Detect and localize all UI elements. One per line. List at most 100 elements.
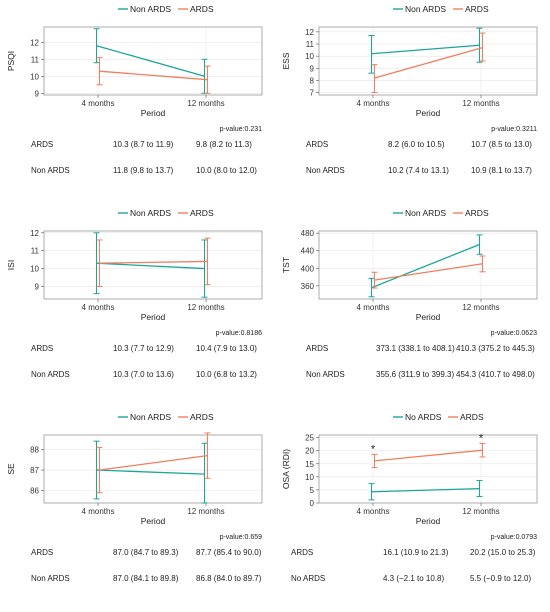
table-row-label: Non ARDS [31, 574, 70, 583]
table-cell: 87.7 (85.4 to 90.0) [196, 548, 261, 557]
x-axis-title: Period [416, 312, 441, 322]
chart-panel-tst: Non ARDS ARDS 360 400 440 480 4 months 12 month… [275, 204, 550, 408]
table-cell: 10.9 (8.1 to 13.7) [471, 166, 532, 175]
legend-label: Non ARDS [130, 208, 171, 218]
y-axis-title: OSA (RDI) [281, 449, 291, 489]
legend-label: ARDS [190, 4, 214, 14]
table-row-label: ARDS [31, 140, 53, 149]
chart-panel-se: Non ARDS ARDS 86 87 88 4 months 12 months Perio… [0, 408, 275, 612]
table-row-label: ARDS [306, 140, 328, 149]
chart-svg: Non ARDS ARDS 7 8 9 10 11 12 4 months 12 months Pe… [275, 0, 550, 120]
table-row-label: Non ARDS [306, 166, 345, 175]
table-cell: 10.2 (7.4 to 13.1) [388, 166, 449, 175]
y-axis-title: ESS [281, 52, 291, 69]
x-tick-label: 12 months [462, 99, 499, 108]
p-value-label: p-value:0.0623 [491, 330, 537, 337]
table-cell: 4.3 (−2.1 to 10.8) [383, 574, 444, 583]
y-tick-label: 11 [306, 40, 315, 49]
chart-panel-psqi: Non ARDS ARDS 9 10 11 12 4 months 12 months Peri… [0, 0, 275, 204]
y-tick-label: 400 [301, 264, 315, 273]
x-tick-label: 12 months [187, 99, 224, 108]
x-tick-label: 4 months [357, 99, 390, 108]
significance-mark: * [371, 443, 376, 455]
y-axis-title: SE [6, 463, 16, 475]
legend-label: ARDS [460, 412, 484, 422]
series-line [375, 264, 483, 280]
series-line [100, 456, 208, 470]
y-tick-label: 10 [30, 72, 39, 81]
table-cell: 10.4 (7.9 to 13.0) [196, 344, 257, 353]
y-tick-label: 480 [301, 229, 315, 238]
chart-panel-isi: Non ARDS ARDS 9 10 11 12 4 months 12 months Peri… [0, 204, 275, 408]
table-row-label: ARDS [31, 344, 53, 353]
x-tick-label: 12 months [462, 507, 499, 516]
y-axis-title: ISI [6, 260, 16, 270]
table-cell: 20.2 (15.0 to 25.3) [470, 548, 535, 557]
y-tick-label: 12 [30, 229, 39, 238]
chart-svg: No ARDS ARDS 0 5 10 15 20 25 4 months 12 months Pe… [275, 408, 550, 528]
p-value-label: p-value:0.0793 [491, 534, 537, 541]
legend-label: ARDS [190, 412, 214, 422]
y-tick-label: 87 [30, 466, 39, 475]
x-axis-title: Period [141, 516, 166, 526]
y-tick-label: 360 [301, 282, 315, 291]
table-cell: 10.7 (8.5 to 13.0) [471, 140, 532, 149]
table-row-label: Non ARDS [31, 166, 70, 175]
table-cell: 10.0 (8.0 to 12.0) [196, 166, 257, 175]
table-cell: 10.0 (6.8 to 13.2) [196, 370, 257, 379]
y-tick-label: 5 [310, 486, 315, 495]
table-cell: 355.6 (311.9 to 399.3) [376, 370, 454, 379]
table-row-label: Non ARDS [31, 370, 70, 379]
x-axis-title: Period [416, 108, 441, 118]
x-tick-label: 4 months [82, 99, 115, 108]
table-cell: 10.3 (8.7 to 11.9) [113, 140, 173, 149]
y-axis-title: TST [281, 257, 291, 273]
table-cell: 9.8 (8.2 to 11.3) [196, 140, 252, 149]
y-tick-label: 11 [31, 55, 40, 64]
y-tick-label: 10 [305, 52, 314, 61]
y-axis-title: PSQI [6, 51, 16, 71]
chart-svg: Non ARDS ARDS 9 10 11 12 4 months 12 months Peri… [0, 0, 275, 120]
plot-frame [44, 435, 262, 503]
x-axis-title: Period [416, 516, 441, 526]
series-line [97, 263, 205, 268]
p-value-label: p-value:0.659 [220, 534, 262, 541]
table-row-label: ARDS [291, 548, 313, 557]
y-tick-label: 88 [30, 445, 39, 454]
chart-svg: Non ARDS ARDS 86 87 88 4 months 12 months Perio… [0, 408, 275, 528]
table-cell: 11.8 (9.8 to 13.7) [113, 166, 173, 175]
y-tick-label: 12 [30, 38, 39, 47]
table-cell: 5.5 (−0.9 to 12.0) [470, 574, 531, 583]
y-tick-label: 8 [310, 76, 315, 85]
table-row-label: ARDS [31, 548, 53, 557]
table-cell: 410.3 (375.2 to 445.3) [456, 344, 535, 353]
plot-frame [319, 435, 537, 503]
p-value-label: p-value:0.3211 [491, 126, 537, 133]
y-tick-label: 440 [301, 247, 315, 256]
plot-frame [319, 27, 537, 95]
table-row-label: ARDS [306, 344, 328, 353]
chart-panel-ess: Non ARDS ARDS 7 8 9 10 11 12 4 months 12 months Pe… [275, 0, 550, 204]
table-cell: 8.2 (6.0 to 10.5) [388, 140, 444, 149]
p-value-label: p-value:0.231 [220, 126, 262, 133]
table-cell: 87.0 (84.1 to 89.8) [113, 574, 178, 583]
plot-frame [44, 231, 262, 299]
y-tick-label: 10 [305, 473, 314, 482]
series-line [100, 261, 208, 263]
y-tick-label: 9 [310, 64, 315, 73]
table-cell: 16.1 (10.9 to 21.3) [383, 548, 448, 557]
legend-label: Non ARDS [405, 208, 446, 218]
x-tick-label: 4 months [357, 507, 390, 516]
chart-panel-osa-rdi: No ARDS ARDS 0 5 10 15 20 25 4 months 12 months Pe… [275, 408, 550, 612]
series-line [375, 450, 483, 461]
y-tick-label: 12 [305, 28, 314, 37]
legend-label: ARDS [190, 208, 214, 218]
y-tick-label: 9 [35, 89, 40, 98]
table-row-label: No ARDS [291, 574, 325, 583]
legend-label: Non ARDS [130, 412, 171, 422]
y-tick-label: 7 [310, 89, 315, 98]
x-tick-label: 12 months [187, 507, 224, 516]
significance-mark: * [479, 432, 484, 444]
chart-svg: Non ARDS ARDS 360 400 440 480 4 months 12 month… [275, 204, 550, 324]
plot-frame [44, 27, 262, 95]
